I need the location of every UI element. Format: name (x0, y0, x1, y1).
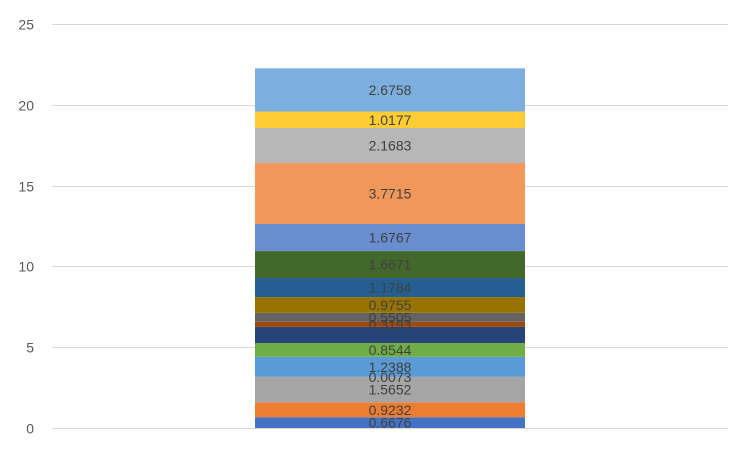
data-label: 0.3193 (369, 316, 412, 332)
y-tick-label: 0 (26, 421, 34, 437)
data-label: 1.6767 (369, 230, 412, 246)
y-tick-label: 15 (18, 179, 34, 195)
y-tick-label: 5 (26, 340, 34, 356)
data-label: 1.1784 (369, 280, 412, 296)
data-label: 1.5652 (369, 382, 412, 398)
data-label: 0.9232 (369, 402, 412, 418)
data-label: 2.1683 (369, 138, 412, 154)
bar-segment (255, 376, 525, 403)
data-label: 1.6671 (369, 257, 412, 273)
bar-segment (255, 417, 525, 428)
bar-segment (255, 343, 525, 357)
data-label: 0.0073 (369, 369, 412, 385)
y-tick-label: 10 (18, 259, 34, 275)
bar-segment (255, 356, 525, 377)
bar-segment (255, 312, 525, 322)
y-tick-label: 25 (18, 17, 34, 33)
data-label: 2.6758 (369, 82, 412, 98)
bar-segment (255, 128, 525, 164)
bar-segment (255, 251, 525, 279)
data-label: 0.5505 (369, 309, 412, 325)
bar-segment (255, 111, 525, 129)
y-axis-ticks: 0 5 10 15 20 25 (18, 17, 34, 437)
data-label: 0.9755 (369, 297, 412, 313)
bar-segment (255, 68, 525, 112)
data-label: 1.2388 (369, 359, 412, 375)
stacked-bar (255, 68, 525, 428)
data-label: 3.7715 (369, 186, 412, 202)
bar-segment (255, 163, 525, 224)
y-tick-label: 20 (18, 98, 34, 114)
bar-segment (255, 297, 525, 313)
bar-segment (255, 223, 525, 252)
data-label: 0.8544 (369, 342, 412, 358)
data-label: 0.6676 (369, 415, 412, 431)
bar-segment (255, 278, 525, 298)
data-label: 1.0177 (369, 112, 412, 128)
bar-segment (255, 321, 525, 327)
bar-segment (255, 402, 525, 418)
bar-segment (255, 326, 525, 344)
